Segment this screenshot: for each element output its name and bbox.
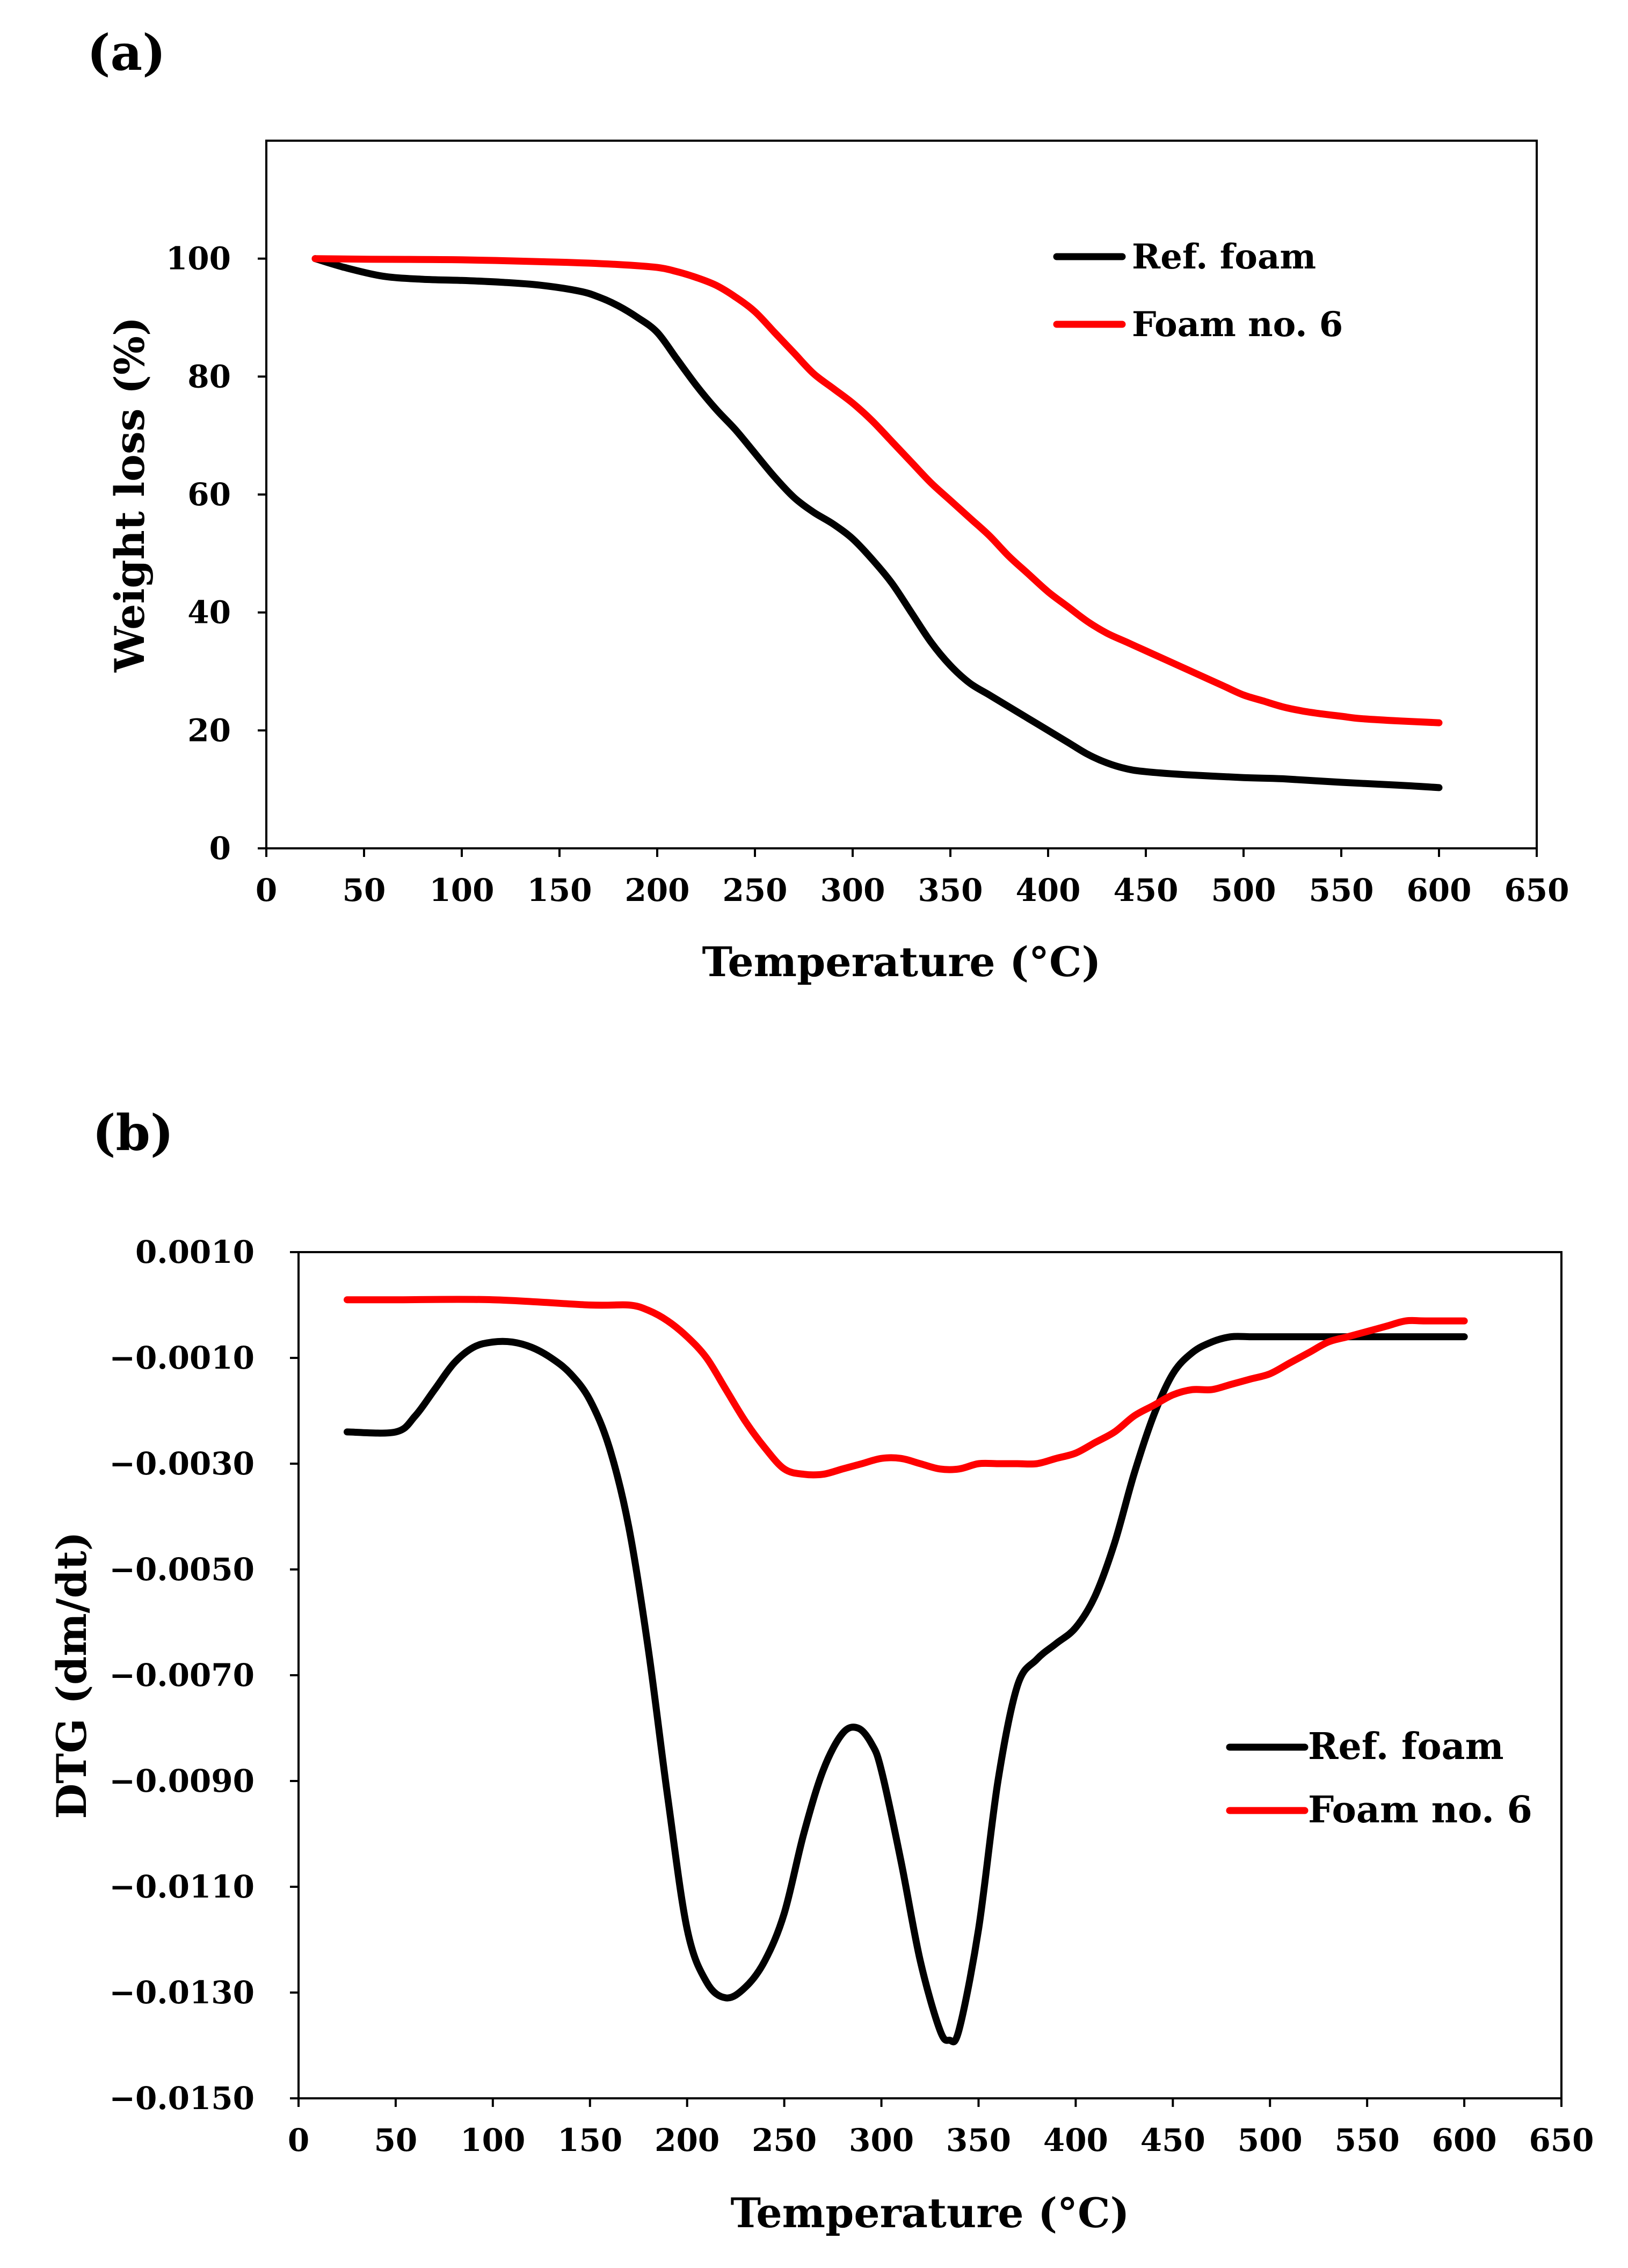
legend-b: Ref. foam Foam no. 6 xyxy=(1226,1725,1532,1831)
legend-label: Ref. foam xyxy=(1132,237,1316,277)
panel-label-b: (b) xyxy=(92,1104,173,1162)
x-tick-label: 450 xyxy=(1140,2122,1205,2158)
y-tick-label: 40 xyxy=(187,594,231,631)
x-tick-label: 250 xyxy=(752,2122,817,2158)
x-tick-label: 200 xyxy=(655,2122,719,2158)
y-axis-label-b: DTG (dm/dt) xyxy=(48,1531,96,1819)
y-tick-label: −0.0070 xyxy=(109,1657,255,1693)
panel-a: (a) 0 50 100 150 200 250 300 350 400 450 500 550 600… xyxy=(87,24,1569,986)
legend-label: Foam no. 6 xyxy=(1132,304,1343,345)
x-tick-label: 50 xyxy=(374,2122,418,2158)
series-lines-a xyxy=(311,255,1443,791)
y-tick-label: −0.0050 xyxy=(109,1551,255,1588)
panel-label-a: (a) xyxy=(87,24,166,82)
x-tick-label: 200 xyxy=(624,872,689,908)
x-tick-label: 500 xyxy=(1211,872,1276,908)
series-line-ref-foam xyxy=(344,1333,1468,2046)
y-ticks-a: 0 20 40 60 80 100 xyxy=(166,241,266,867)
x-tick-label: 300 xyxy=(849,2122,914,2158)
x-tick-label: 650 xyxy=(1529,2122,1594,2158)
legend-label: Ref. foam xyxy=(1308,1725,1504,1768)
series-line-foam-no-6 xyxy=(344,1296,1468,1479)
legend-a: Ref. foam Foam no. 6 xyxy=(1053,237,1343,345)
series-line-ref-foam xyxy=(311,255,1443,791)
y-tick-label: −0.0130 xyxy=(109,1974,255,2011)
x-ticks-a: 0 50 100 150 200 250 300 350 400 450 500 550 600 650 xyxy=(256,848,1569,908)
x-tick-label: 550 xyxy=(1309,872,1373,908)
legend-label: Foam no. 6 xyxy=(1308,1789,1532,1831)
y-tick-label: 60 xyxy=(187,476,231,513)
y-tick-label: 100 xyxy=(166,241,231,277)
y-tick-label: −0.0110 xyxy=(109,1869,255,1905)
y-tick-label: −0.0010 xyxy=(109,1340,255,1376)
x-axis-label-b: Temperature (°C) xyxy=(730,2189,1129,2237)
x-tick-label: 500 xyxy=(1238,2122,1303,2158)
x-tick-label: 550 xyxy=(1335,2122,1400,2158)
series-lines-b xyxy=(344,1296,1468,2046)
y-tick-label: 0 xyxy=(209,830,231,867)
x-axis-label-a: Temperature (°C) xyxy=(702,938,1101,986)
x-tick-label: 600 xyxy=(1406,872,1471,908)
y-tick-label: 80 xyxy=(187,358,231,395)
x-tick-label: 300 xyxy=(820,872,885,908)
x-tick-label: 600 xyxy=(1432,2122,1497,2158)
y-tick-label: −0.0150 xyxy=(109,2080,255,2117)
y-tick-label: −0.0030 xyxy=(109,1445,255,1482)
x-tick-label: 100 xyxy=(460,2122,525,2158)
y-tick-label: 0.0010 xyxy=(135,1234,255,1270)
panel-b: (b) 0 50 100 150 200 250 300 350 400 450 500 550 600… xyxy=(48,1104,1594,2237)
x-tick-label: 0 xyxy=(288,2122,309,2158)
y-ticks-b: 0.0010 −0.0010 −0.0030 −0.0050 −0.0070 −0.009… xyxy=(109,1234,299,2117)
x-tick-label: 350 xyxy=(946,2122,1011,2158)
x-tick-label: 450 xyxy=(1113,872,1178,908)
series-line-foam-no-6 xyxy=(311,255,1443,726)
y-tick-label: 20 xyxy=(187,712,231,748)
plot-area-a xyxy=(265,140,1538,849)
x-tick-label: 650 xyxy=(1504,872,1569,908)
plot-area-b xyxy=(297,1251,1562,2099)
x-tick-label: 100 xyxy=(429,872,494,908)
y-axis-label-a: Weight loss (%) xyxy=(106,317,154,673)
x-tick-label: 400 xyxy=(1015,872,1080,908)
y-tick-label: −0.0090 xyxy=(109,1763,255,1799)
x-tick-label: 50 xyxy=(343,872,386,908)
x-tick-label: 350 xyxy=(918,872,983,908)
x-tick-label: 150 xyxy=(527,872,592,908)
x-tick-label: 0 xyxy=(256,872,277,908)
x-tick-label: 250 xyxy=(722,872,787,908)
x-tick-label: 400 xyxy=(1043,2122,1108,2158)
x-ticks-b: 0 50 100 150 200 250 300 350 400 450 500 550 600 650 xyxy=(288,2098,1594,2158)
x-tick-label: 150 xyxy=(557,2122,622,2158)
